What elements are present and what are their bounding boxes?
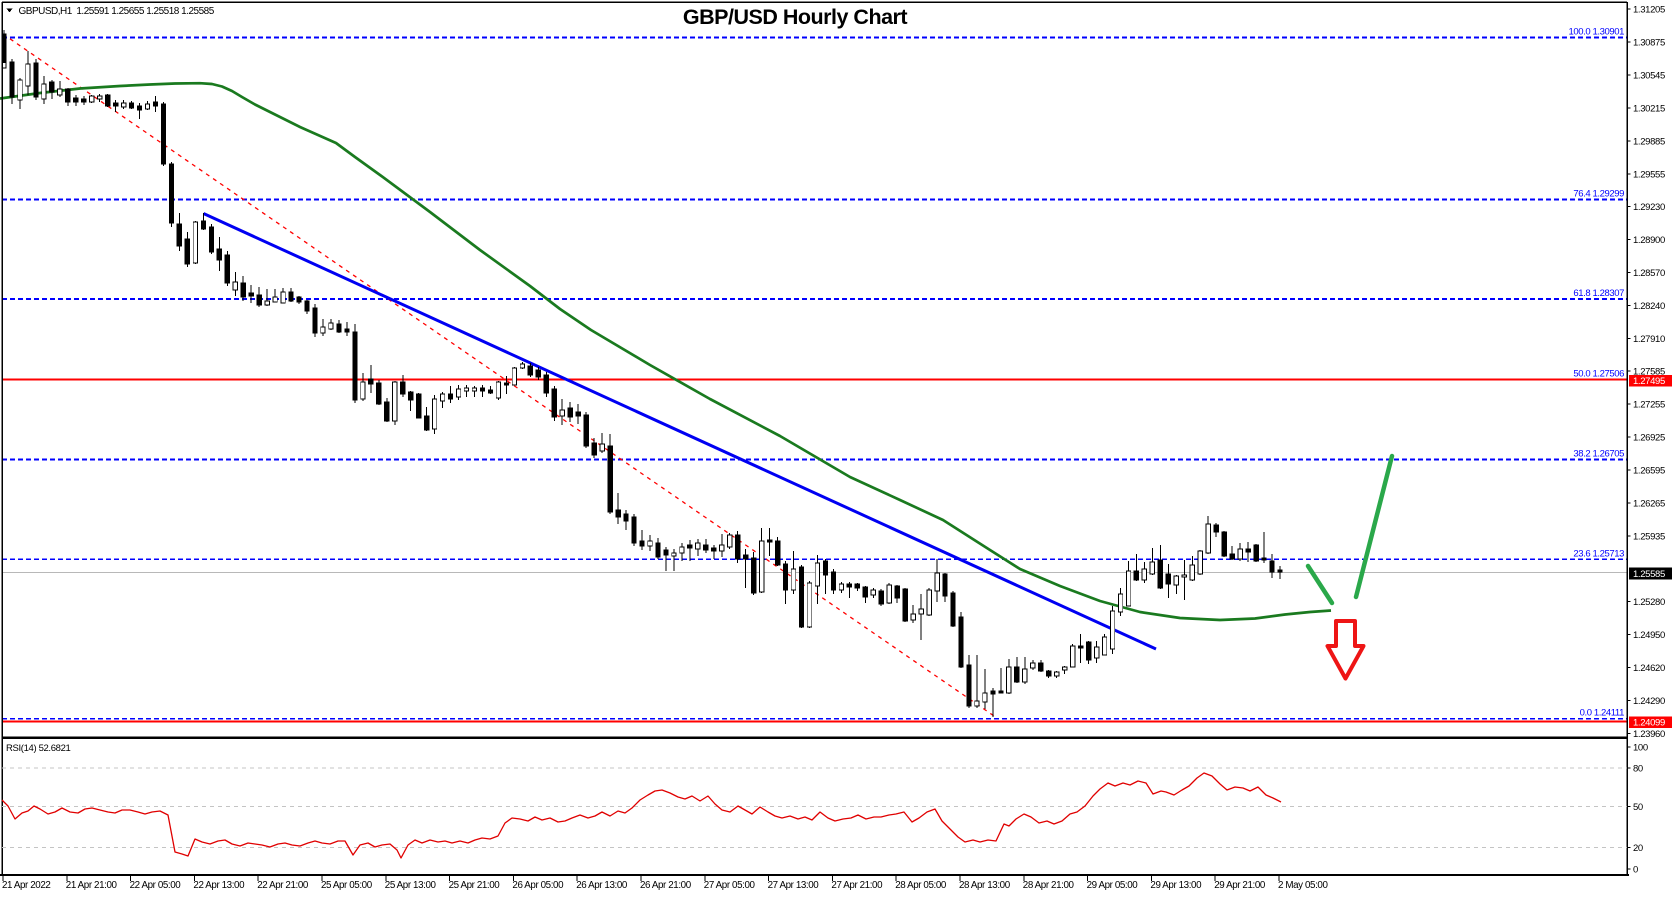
svg-text:27 Apr 05:00: 27 Apr 05:00 bbox=[704, 880, 756, 891]
svg-text:0.0 1.24111: 0.0 1.24111 bbox=[1580, 708, 1624, 719]
svg-text:1.28570: 1.28570 bbox=[1633, 268, 1665, 279]
svg-text:29 Apr 13:00: 29 Apr 13:00 bbox=[1150, 880, 1202, 891]
svg-text:1.23960: 1.23960 bbox=[1633, 729, 1665, 740]
svg-text:1.28240: 1.28240 bbox=[1633, 301, 1665, 312]
svg-text:20: 20 bbox=[1633, 843, 1643, 854]
svg-text:25 Apr 21:00: 25 Apr 21:00 bbox=[449, 880, 501, 891]
svg-text:1.29885: 1.29885 bbox=[1633, 137, 1665, 148]
svg-text:1.26595: 1.26595 bbox=[1633, 466, 1665, 477]
svg-text:27 Apr 21:00: 27 Apr 21:00 bbox=[831, 880, 883, 891]
svg-text:50.0 1.27506: 50.0 1.27506 bbox=[1573, 369, 1624, 380]
svg-text:1.24620: 1.24620 bbox=[1633, 663, 1665, 674]
svg-text:1.28900: 1.28900 bbox=[1633, 235, 1665, 246]
svg-text:1.26265: 1.26265 bbox=[1633, 499, 1665, 510]
svg-text:1.30545: 1.30545 bbox=[1633, 71, 1665, 82]
svg-text:27 Apr 13:00: 27 Apr 13:00 bbox=[768, 880, 820, 891]
svg-text:28 Apr 21:00: 28 Apr 21:00 bbox=[1023, 880, 1075, 891]
svg-text:1.29555: 1.29555 bbox=[1633, 170, 1665, 181]
svg-text:61.8 1.28307: 61.8 1.28307 bbox=[1573, 288, 1624, 299]
svg-text:28 Apr 05:00: 28 Apr 05:00 bbox=[895, 880, 947, 891]
svg-text:1.25280: 1.25280 bbox=[1633, 597, 1665, 608]
svg-text:21 Apr 2022: 21 Apr 2022 bbox=[2, 880, 50, 891]
svg-text:1.25585: 1.25585 bbox=[1633, 569, 1665, 580]
svg-text:22 Apr 13:00: 22 Apr 13:00 bbox=[193, 880, 245, 891]
svg-text:1.24950: 1.24950 bbox=[1633, 630, 1665, 641]
svg-text:26 Apr 13:00: 26 Apr 13:00 bbox=[576, 880, 628, 891]
svg-text:21 Apr 21:00: 21 Apr 21:00 bbox=[66, 880, 118, 891]
svg-text:80: 80 bbox=[1633, 763, 1643, 774]
svg-text:1.24290: 1.24290 bbox=[1633, 696, 1665, 707]
svg-text:23.6 1.25713: 23.6 1.25713 bbox=[1573, 548, 1624, 559]
svg-text:1.27910: 1.27910 bbox=[1633, 334, 1665, 345]
svg-text:26 Apr 21:00: 26 Apr 21:00 bbox=[640, 880, 692, 891]
svg-text:GBPUSD,H1 1.25591 1.25655 1.2: GBPUSD,H1 1.25591 1.25655 1.25518 1.2558… bbox=[19, 6, 215, 17]
svg-text:1.27255: 1.27255 bbox=[1633, 400, 1665, 411]
svg-text:100: 100 bbox=[1633, 742, 1648, 753]
svg-text:1.26925: 1.26925 bbox=[1633, 433, 1665, 444]
svg-text:1.27495: 1.27495 bbox=[1633, 376, 1665, 387]
svg-text:1.24099: 1.24099 bbox=[1633, 718, 1665, 729]
svg-text:29 Apr 05:00: 29 Apr 05:00 bbox=[1087, 880, 1139, 891]
svg-text:25 Apr 13:00: 25 Apr 13:00 bbox=[385, 880, 437, 891]
svg-text:1.29230: 1.29230 bbox=[1633, 202, 1665, 213]
svg-text:1.30875: 1.30875 bbox=[1633, 38, 1665, 49]
svg-text:26 Apr 05:00: 26 Apr 05:00 bbox=[512, 880, 564, 891]
svg-text:22 Apr 05:00: 22 Apr 05:00 bbox=[130, 880, 182, 891]
svg-text:1.27585: 1.27585 bbox=[1633, 367, 1665, 378]
svg-text:RSI(14) 52.6821: RSI(14) 52.6821 bbox=[6, 743, 71, 754]
svg-text:22 Apr 21:00: 22 Apr 21:00 bbox=[257, 880, 309, 891]
svg-text:2 May 05:00: 2 May 05:00 bbox=[1278, 880, 1328, 891]
svg-text:GBP/USD Hourly Chart: GBP/USD Hourly Chart bbox=[683, 5, 907, 29]
svg-text:25 Apr 05:00: 25 Apr 05:00 bbox=[321, 880, 373, 891]
svg-text:50: 50 bbox=[1633, 802, 1643, 813]
svg-text:29 Apr 21:00: 29 Apr 21:00 bbox=[1214, 880, 1266, 891]
svg-text:76.4 1.29299: 76.4 1.29299 bbox=[1573, 189, 1624, 200]
svg-text:1.25935: 1.25935 bbox=[1633, 532, 1665, 543]
svg-text:38.2 1.26705: 38.2 1.26705 bbox=[1573, 449, 1624, 460]
svg-text:28 Apr 13:00: 28 Apr 13:00 bbox=[959, 880, 1011, 891]
svg-text:100.0 1.30901: 100.0 1.30901 bbox=[1568, 27, 1624, 38]
svg-text:1.30215: 1.30215 bbox=[1633, 104, 1665, 115]
svg-text:1.31205: 1.31205 bbox=[1633, 5, 1665, 16]
svg-text:0: 0 bbox=[1633, 864, 1638, 875]
